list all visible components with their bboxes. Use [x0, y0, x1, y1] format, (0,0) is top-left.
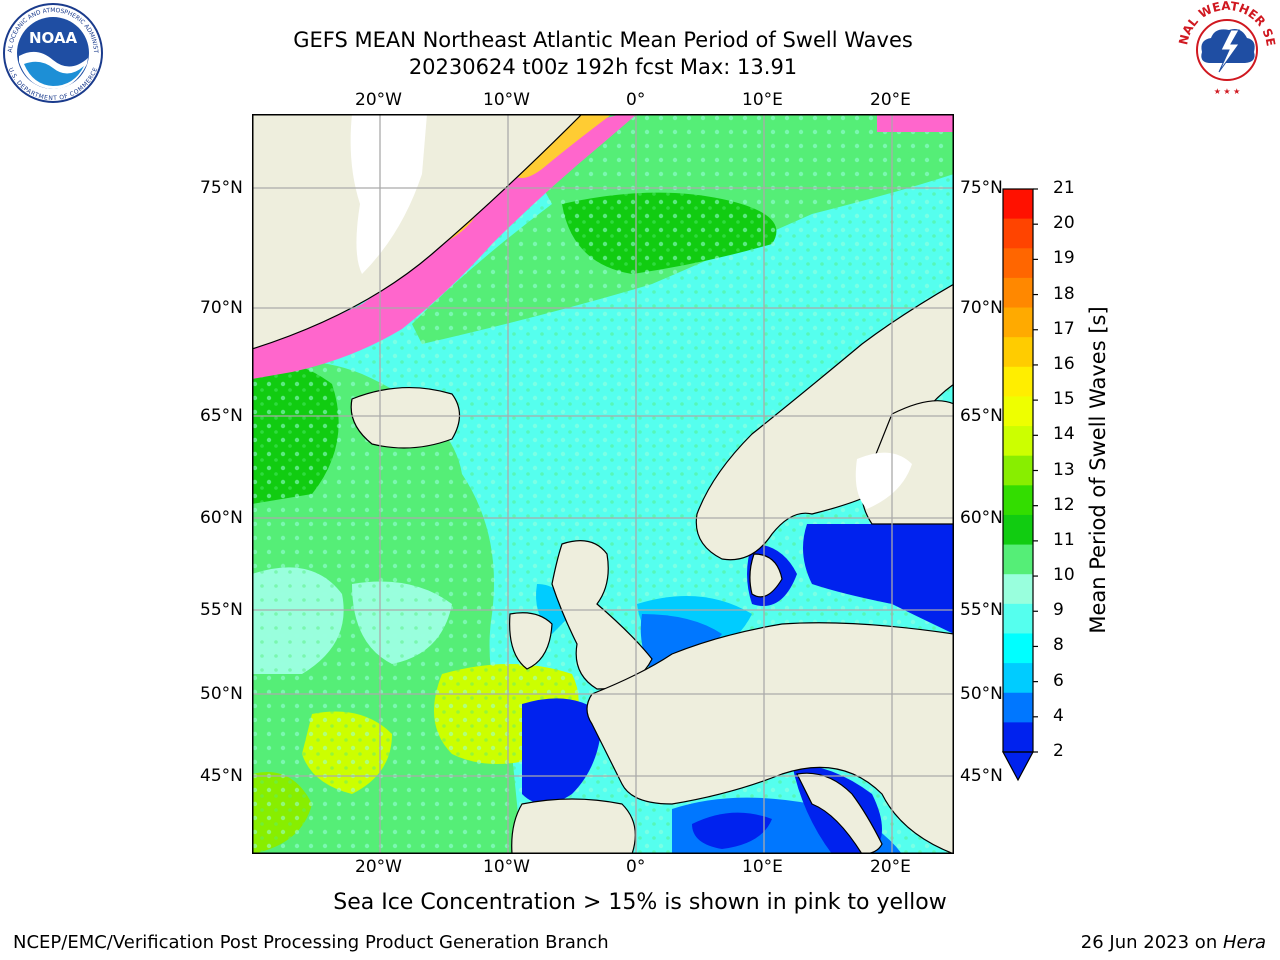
colorbar-segment [1003, 218, 1033, 249]
lon-label-bottom: 20°W [355, 857, 402, 877]
noaa-logo: NOAA NATIONAL OCEANIC AND ATMOSPHERIC AD… [2, 2, 103, 103]
colorbar-segment [1003, 722, 1033, 753]
colorbar-segment [1003, 426, 1033, 457]
ireland [509, 612, 553, 670]
chart-title: GEFS MEAN Northeast Atlantic Mean Period… [293, 28, 913, 52]
continental-europe [586, 622, 954, 854]
baltic-low [803, 524, 954, 634]
iberia [511, 798, 636, 854]
colorbar-tick-label: 12 [1053, 494, 1075, 515]
lat-label-right: 45°N [960, 766, 1003, 786]
nws-logo: NATIONAL WEATHER SERVICE ★ ★ ★ [1177, 0, 1277, 98]
colorbar-tick-label: 18 [1053, 283, 1075, 304]
credit-machine: Hera [1222, 932, 1266, 953]
lat-label-left: 70°N [200, 298, 243, 318]
colorbar-tick-label: 19 [1053, 248, 1075, 269]
sea-ice-band [252, 114, 637, 379]
colorbar-tick-label: 21 [1053, 178, 1075, 198]
lon-label-top: 10°E [742, 90, 783, 110]
lat-label-left: 60°N [200, 508, 243, 528]
colorbar-tick-label: 9 [1053, 600, 1064, 621]
colorbar-segment [1003, 307, 1033, 338]
colorbar-segment [1003, 485, 1033, 516]
lon-label-bottom: 20°E [870, 857, 911, 877]
chart-subtitle: 20230624 t00z 192h fcst Max: 13.91 [408, 55, 798, 79]
colorbar-segment [1003, 633, 1033, 664]
sea-ice-note: Sea Ice Concentration > 15% is shown in … [333, 890, 947, 915]
credit-date: 26 Jun 2023 on [1080, 932, 1223, 953]
colorbar-tick-label: 11 [1053, 529, 1075, 550]
lon-label-top: 20°E [870, 90, 911, 110]
bay-biscay-low [522, 698, 602, 804]
denmark [749, 553, 783, 598]
lat-label-right: 75°N [960, 178, 1003, 198]
colorbar-segment [1003, 692, 1033, 723]
colorbar-segment [1003, 603, 1033, 634]
map-plot [252, 114, 954, 854]
colorbar [1001, 188, 1038, 782]
colorbar-segment [1003, 514, 1033, 546]
lat-label-right: 60°N [960, 508, 1003, 528]
colorbar-extend-arrow [1001, 751, 1035, 782]
lon-label-top: 20°W [355, 90, 402, 110]
colorbar-label: Mean Period of Swell Waves [s] [1086, 306, 1110, 634]
colorbar-segment [1003, 663, 1033, 694]
iceland [350, 386, 461, 449]
colorbar-segment [1003, 455, 1033, 486]
credit-left: NCEP/EMC/Verification Post Processing Pr… [13, 932, 609, 953]
lat-label-right: 55°N [960, 600, 1003, 620]
colorbar-segment [1003, 544, 1033, 575]
colorbar-tick-label: 4 [1053, 705, 1064, 726]
colorbar-tick-label: 20 [1053, 213, 1075, 234]
lon-label-bottom: 10°W [483, 857, 530, 877]
lon-label-top: 0° [626, 90, 646, 110]
lat-label-right: 65°N [960, 406, 1003, 426]
colorbar-segment [1003, 337, 1033, 368]
lon-label-bottom: 10°E [742, 857, 783, 877]
lat-label-left: 50°N [200, 684, 243, 704]
colorbar-segment [1003, 396, 1033, 427]
credit-right: 26 Jun 2023 on Hera [1081, 932, 1266, 953]
lat-label-left: 45°N [200, 766, 243, 786]
lat-label-left: 65°N [200, 406, 243, 426]
colorbar-segment [1003, 248, 1033, 279]
colorbar-segment [1003, 366, 1033, 397]
colorbar-tick-label: 17 [1053, 318, 1075, 339]
colorbar-tick-label: 10 [1053, 565, 1075, 586]
lat-label-right: 50°N [960, 684, 1003, 704]
colorbar-tick-label: 15 [1053, 389, 1075, 410]
lon-label-bottom: 0° [626, 857, 646, 877]
colorbar-tick-label: 8 [1053, 635, 1064, 656]
italy [796, 772, 883, 854]
lat-label-left: 55°N [200, 600, 243, 620]
colorbar-tick-label: 2 [1053, 741, 1064, 761]
greenland [252, 114, 583, 350]
colorbar-tick-label: 16 [1053, 353, 1075, 374]
noaa-logo-text: NOAA [29, 29, 78, 47]
svg-text:★ ★ ★: ★ ★ ★ [1214, 87, 1241, 96]
colorbar-tick-label: 14 [1053, 424, 1075, 445]
lat-label-left: 75°N [200, 178, 243, 198]
graticule [252, 114, 954, 854]
colorbar-tick-label: 6 [1053, 670, 1064, 691]
colorbar-segment [1003, 574, 1033, 605]
lat-label-right: 70°N [960, 298, 1003, 318]
colorbar-segment [1003, 189, 1033, 220]
colorbar-segment [1003, 277, 1033, 309]
colorbar-tick-label: 13 [1053, 459, 1075, 480]
lon-label-top: 10°W [483, 90, 530, 110]
